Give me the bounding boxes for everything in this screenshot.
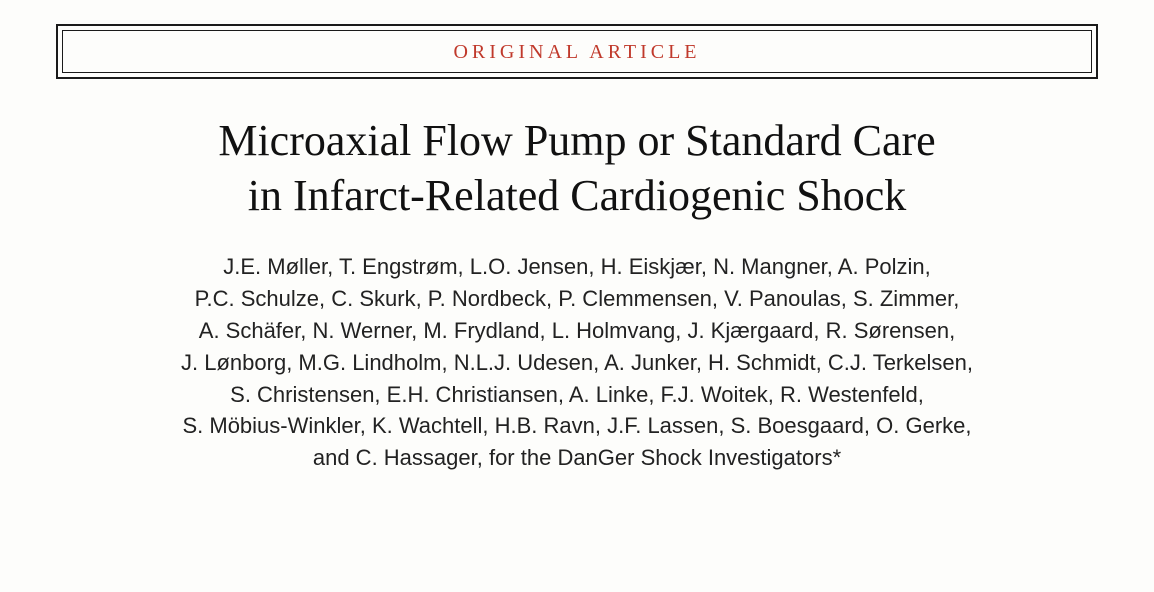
banner-frame-inner: ORIGINAL ARTICLE [62,30,1092,73]
author-line: P.C. Schulze, C. Skurk, P. Nordbeck, P. … [195,286,960,311]
author-line: and C. Hassager, for the DanGer Shock In… [313,445,841,470]
article-type-label: ORIGINAL ARTICLE [453,41,700,63]
author-line: S. Christensen, E.H. Christiansen, A. Li… [230,382,924,407]
article-title: Microaxial Flow Pump or Standard Care in… [56,113,1098,223]
author-line: S. Möbius-Winkler, K. Wachtell, H.B. Rav… [182,413,971,438]
banner-frame-outer: ORIGINAL ARTICLE [56,24,1098,79]
author-line: J.E. Møller, T. Engstrøm, L.O. Jensen, H… [223,254,931,279]
author-list: J.E. Møller, T. Engstrøm, L.O. Jensen, H… [56,251,1098,474]
author-line: A. Schäfer, N. Werner, M. Frydland, L. H… [199,318,955,343]
author-line: J. Lønborg, M.G. Lindholm, N.L.J. Udesen… [181,350,973,375]
title-line-2: in Infarct-Related Cardiogenic Shock [248,171,907,220]
title-line-1: Microaxial Flow Pump or Standard Care [218,116,935,165]
